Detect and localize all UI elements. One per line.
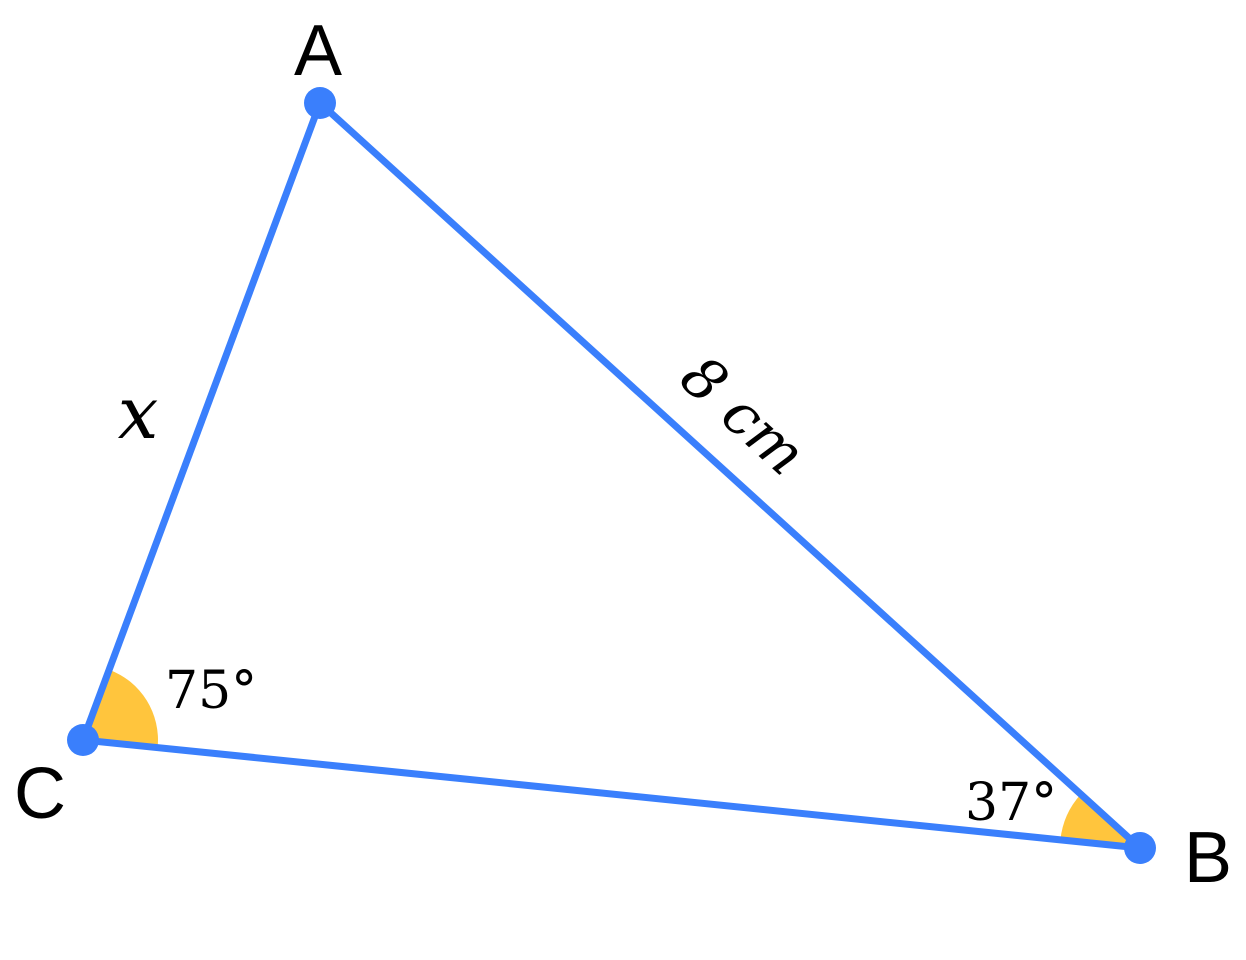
point-b [1124,832,1156,864]
point-c [67,724,99,756]
vertex-label-c: C [14,754,66,834]
angle-c-marker [83,669,158,748]
side-cb [82,736,1141,852]
side-ab [317,100,1143,851]
side-ac [79,101,324,742]
vertex-label-a: A [294,11,342,91]
vertex-label-b: B [1184,818,1232,898]
point-a [304,87,336,119]
angle-label-c: 75° [165,661,257,721]
side-label-ac: x [118,371,159,455]
side-label-ab: 8 cm [668,342,819,488]
angle-label-b: 37° [965,773,1057,833]
